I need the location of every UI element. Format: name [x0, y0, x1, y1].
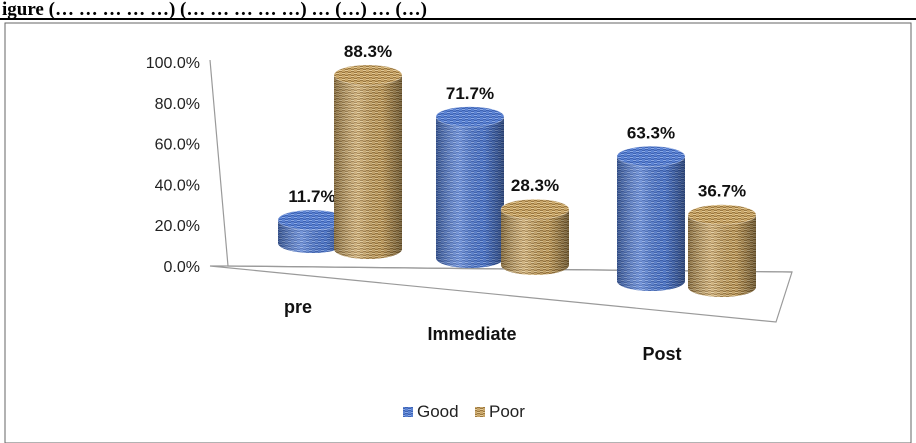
- y-tick-label: 0.0%: [164, 259, 200, 276]
- figure-caption: igure (… … … … …) (… … … … …) … (…) … (……: [2, 0, 427, 20]
- chart-frame: [4, 22, 912, 443]
- data-label: 63.3%: [627, 123, 675, 142]
- data-label: 88.3%: [344, 42, 392, 61]
- y-tick-label: 80.0%: [155, 96, 200, 113]
- bar-poor-immediate: [500, 198, 570, 275]
- bar-good-pre: [277, 209, 347, 253]
- y-tick-label: 20.0%: [155, 218, 200, 235]
- y-tick-label: 60.0%: [155, 137, 200, 154]
- legend-swatch: [475, 407, 485, 417]
- y-tick-label: 100.0%: [146, 55, 200, 72]
- legend-label: Good: [417, 402, 459, 421]
- bar-poor-post: [687, 204, 757, 297]
- category-label: Post: [642, 344, 681, 364]
- bar-poor-pre: [333, 64, 403, 259]
- category-label: Immediate: [427, 324, 516, 344]
- bars: 11.7% 88.3% 71.7% 28.3% 63.3% 36.7%: [277, 42, 757, 297]
- data-label: 28.3%: [511, 176, 559, 195]
- y-tick-label: 40.0%: [155, 177, 200, 194]
- floor: [209, 265, 793, 323]
- data-label: 36.7%: [698, 182, 746, 201]
- bar-good-immediate: [435, 106, 505, 268]
- legend: Good Poor: [403, 402, 525, 421]
- category-labels: pre Immediate Post: [284, 297, 682, 364]
- legend-label: Poor: [489, 402, 525, 421]
- data-label: 11.7%: [288, 187, 335, 206]
- legend-swatch: [403, 407, 413, 417]
- data-label: 71.7%: [446, 84, 494, 103]
- y-axis-ticks: 0.0% 20.0% 40.0% 60.0% 80.0% 100.0%: [146, 55, 200, 276]
- category-label: pre: [284, 297, 312, 317]
- bar-good-post: [616, 145, 686, 291]
